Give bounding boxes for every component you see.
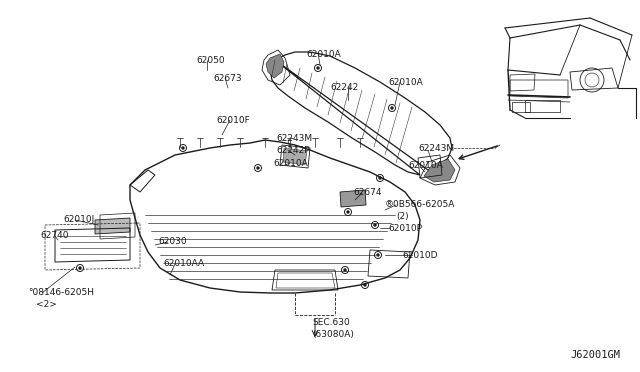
Circle shape <box>257 167 259 169</box>
Text: 62740: 62740 <box>40 231 68 240</box>
Circle shape <box>344 269 346 271</box>
Circle shape <box>377 254 379 256</box>
Text: 62010A: 62010A <box>408 161 443 170</box>
Text: (63080A): (63080A) <box>312 330 354 339</box>
Text: 62673: 62673 <box>213 74 242 83</box>
Text: 62010A: 62010A <box>306 50 340 59</box>
Circle shape <box>379 177 381 179</box>
Text: <2>: <2> <box>36 300 57 309</box>
Text: 62010A: 62010A <box>273 159 308 168</box>
Circle shape <box>374 224 376 226</box>
Text: 62010AA: 62010AA <box>163 259 204 268</box>
Text: 62242P: 62242P <box>276 146 310 155</box>
Polygon shape <box>283 148 307 165</box>
Text: 62010F: 62010F <box>216 116 250 125</box>
Circle shape <box>317 67 319 69</box>
Text: (2): (2) <box>396 212 408 221</box>
Text: 62010J: 62010J <box>63 215 94 224</box>
Text: 62243M: 62243M <box>418 144 454 153</box>
Circle shape <box>79 267 81 269</box>
Circle shape <box>364 284 366 286</box>
Polygon shape <box>266 54 284 78</box>
Polygon shape <box>95 218 130 234</box>
Text: 62243M: 62243M <box>276 134 312 143</box>
Text: ®0B566-6205A: ®0B566-6205A <box>385 200 456 209</box>
Text: 62030: 62030 <box>158 237 187 246</box>
Text: 62010A: 62010A <box>388 78 423 87</box>
Circle shape <box>182 147 184 149</box>
Text: 62010D: 62010D <box>402 251 438 260</box>
Text: 62050: 62050 <box>196 56 225 65</box>
Text: 62674: 62674 <box>353 188 381 197</box>
Text: SEC.630: SEC.630 <box>312 318 349 327</box>
Circle shape <box>391 107 393 109</box>
Text: 62242: 62242 <box>330 83 358 92</box>
Polygon shape <box>424 159 455 182</box>
Circle shape <box>347 211 349 213</box>
Polygon shape <box>340 190 366 207</box>
Text: J62001GM: J62001GM <box>570 350 620 360</box>
Text: °08146-6205H: °08146-6205H <box>28 288 94 297</box>
Text: 62010P: 62010P <box>388 224 422 233</box>
